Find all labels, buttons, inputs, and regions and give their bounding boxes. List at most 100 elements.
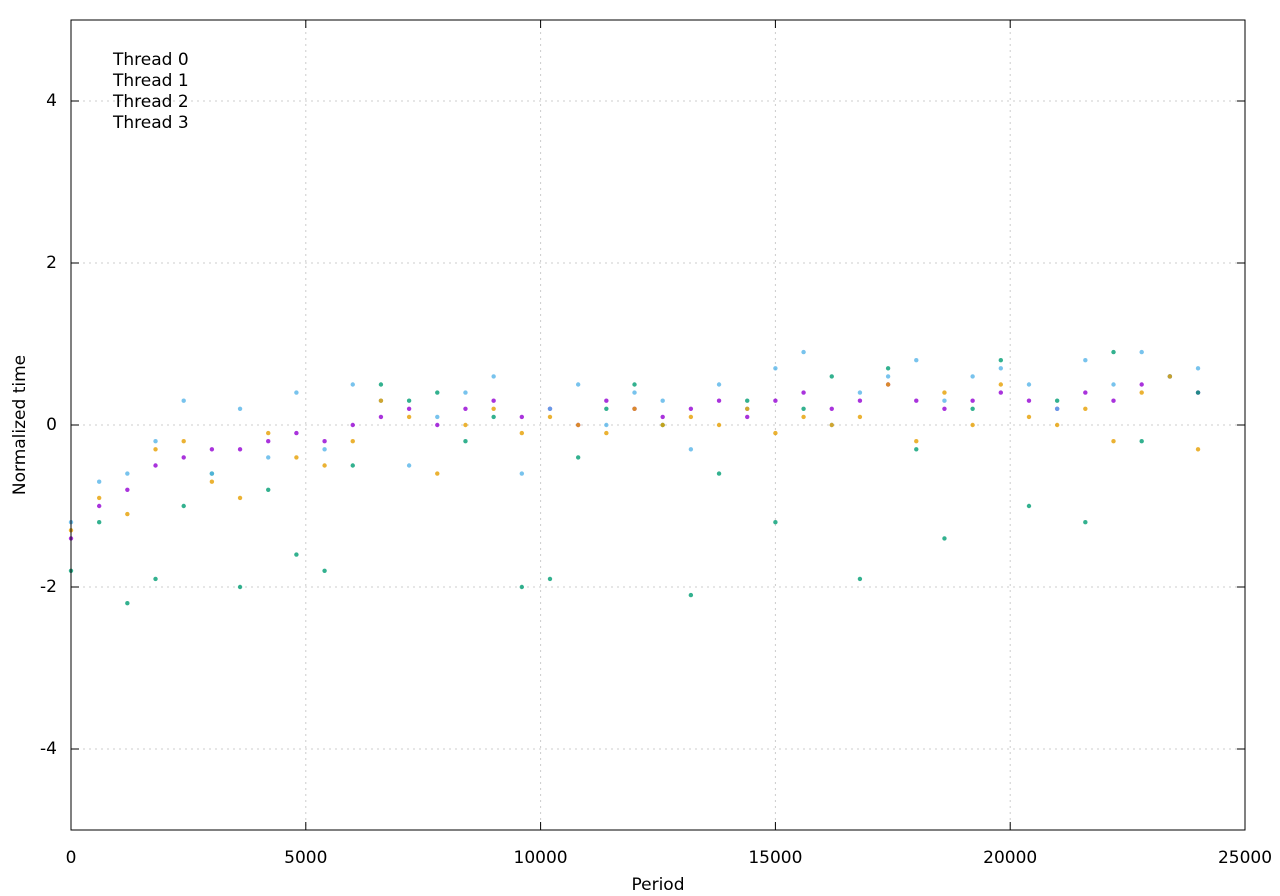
data-point: [96, 503, 102, 509]
data-point: [914, 398, 919, 403]
data-point: [688, 406, 694, 411]
y-tick-label: 4: [46, 91, 57, 111]
data-point: [1026, 414, 1032, 420]
data-point: [1167, 374, 1173, 379]
data-point: [322, 447, 327, 452]
data-point: [378, 398, 384, 403]
data-point: [519, 471, 525, 476]
data-point: [660, 398, 665, 403]
legend-label: Thread 1: [112, 71, 189, 91]
data-point: [237, 447, 243, 452]
data-point: [604, 422, 609, 428]
data-point: [294, 455, 299, 460]
data-point: [96, 520, 102, 525]
data-point: [350, 422, 355, 428]
legend-label: Thread 0: [112, 50, 189, 70]
data-point: [745, 398, 750, 403]
data-point: [575, 382, 581, 387]
data-point: [942, 536, 947, 541]
data-point: [125, 511, 130, 517]
data-point: [773, 520, 778, 525]
data-point: [773, 366, 778, 371]
x-tick-label: 10000: [514, 848, 568, 868]
plot-frame: [70, 19, 1246, 831]
x-tick-label: 20000: [983, 848, 1037, 868]
data-point: [716, 382, 722, 387]
data-point: [773, 398, 778, 403]
data-point: [914, 439, 919, 444]
data-point: [237, 495, 243, 501]
data-point: [1139, 382, 1144, 387]
data-point: [604, 398, 609, 403]
data-point: [1111, 382, 1116, 387]
data-point: [181, 503, 186, 509]
data-point: [125, 487, 130, 492]
data-point: [181, 439, 186, 444]
data-point: [1054, 406, 1060, 411]
data-point: [1083, 406, 1088, 411]
data-point: [970, 398, 975, 403]
data-point: [575, 422, 581, 428]
data-point: [688, 592, 694, 598]
data-point: [914, 447, 919, 452]
data-point: [435, 390, 440, 395]
data-point: [266, 455, 271, 460]
x-tick-label: 25000: [1218, 848, 1272, 868]
data-point: [942, 390, 947, 395]
data-point: [96, 495, 102, 501]
data-point: [237, 406, 243, 411]
data-point: [773, 430, 778, 436]
data-point: [519, 584, 525, 590]
data-point: [829, 422, 834, 428]
data-point: [1054, 422, 1060, 428]
data-point: [801, 414, 806, 420]
data-point: [857, 398, 863, 403]
data-point: [1195, 390, 1201, 395]
data-point: [209, 479, 215, 484]
data-point: [378, 414, 384, 420]
data-point: [1111, 398, 1116, 403]
data-point: [801, 390, 806, 395]
data-point: [885, 382, 891, 387]
data-point: [604, 430, 609, 436]
data-point: [153, 463, 158, 468]
data-point: [914, 358, 919, 363]
data-point: [1139, 439, 1144, 444]
data-point: [716, 471, 722, 476]
data-point: [1026, 382, 1032, 387]
data-point: [1139, 349, 1144, 355]
data-point: [632, 390, 637, 395]
data-point: [688, 447, 694, 452]
data-point: [463, 422, 468, 428]
data-point: [153, 576, 158, 582]
data-point: [1195, 366, 1201, 371]
data-point: [1111, 439, 1116, 444]
data-point: [406, 406, 412, 411]
legend-label: Thread 3: [112, 113, 189, 133]
data-point: [1195, 447, 1201, 452]
data-point: [378, 382, 384, 387]
data-point: [885, 374, 891, 379]
data-point: [350, 439, 355, 444]
data-point: [970, 422, 975, 428]
data-point: [1054, 398, 1060, 403]
data-point: [716, 398, 722, 403]
data-point: [1111, 349, 1116, 355]
data-point: [970, 406, 975, 411]
data-point: [322, 439, 327, 444]
data-point: [998, 390, 1004, 395]
data-point: [491, 398, 496, 403]
y-tick-label: 0: [46, 415, 57, 435]
x-tick-label: 5000: [284, 848, 327, 868]
y-axis-label: Normalized time: [10, 355, 30, 495]
data-point: [406, 463, 412, 468]
data-point: [716, 422, 722, 428]
data-point: [435, 422, 440, 428]
data-point: [435, 414, 440, 420]
data-point: [322, 463, 327, 468]
data-point: [96, 479, 102, 484]
data-point: [1026, 398, 1032, 403]
data-point: [801, 349, 806, 355]
data-point: [829, 374, 834, 379]
